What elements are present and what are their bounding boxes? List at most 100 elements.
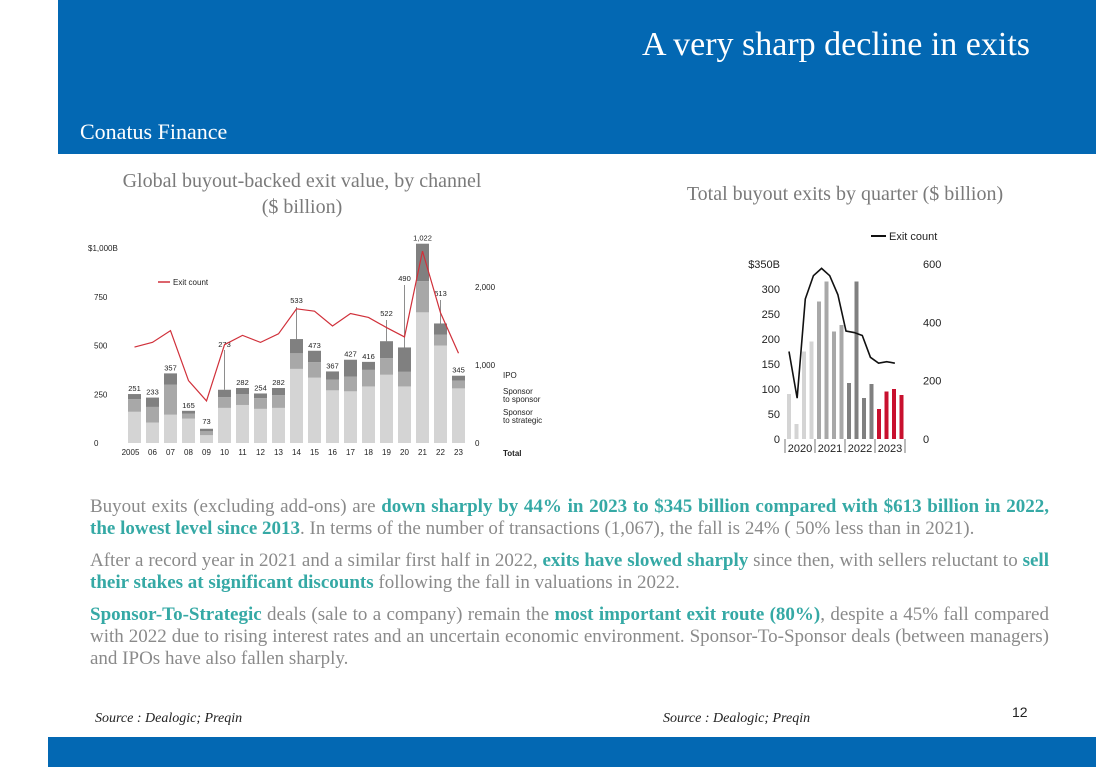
chart1-bar-segment	[200, 431, 213, 436]
chart1-bar-segment	[362, 361, 375, 370]
chart1-bar-segment	[128, 394, 141, 400]
chart1-total-label: 282	[236, 378, 249, 387]
chart1-bar-segment	[182, 410, 195, 414]
footer-banner	[48, 737, 1096, 767]
chart1-bar-segment	[380, 341, 393, 359]
paragraph-2: After a record year in 2021 and a simila…	[90, 550, 1049, 594]
p2-text-end: following the fall in valuations in 2022…	[373, 572, 680, 593]
chart1-bar-segment	[398, 347, 411, 372]
quarterly-exits-chart: 0 50 100 150 200 250 300 $350B 0 200 400 600 2020 202…	[748, 231, 941, 455]
chart1-bar-segment	[182, 413, 195, 419]
chart1-xtick: 22	[436, 448, 445, 457]
chart1-bar-segment	[416, 243, 429, 282]
chart1-bar-segment	[416, 312, 429, 443]
chart1-legend-line-label: Exit count	[173, 278, 209, 287]
source-left: Source : Dealogic; Preqin	[95, 711, 243, 726]
chart1-bar-segment	[344, 391, 357, 443]
chart2-bar	[862, 398, 866, 439]
p2-text: After a record year in 2021 and a simila…	[90, 550, 543, 571]
chart2-ytick-right: 400	[923, 317, 941, 329]
source-right: Source : Dealogic; Preqin	[663, 711, 811, 726]
chart1-ytick-left: 0	[94, 439, 99, 448]
chart2-bar	[884, 391, 889, 439]
chart1-bar-segment	[362, 369, 375, 387]
chart1-bar-segment	[308, 362, 321, 378]
chart1-xtick: 14	[292, 448, 301, 457]
chart1-bar-segment	[362, 386, 375, 443]
chart1-ytick-left: 750	[94, 293, 108, 302]
p1-highlight: down sharply by 44% in 2023 to $345 bill…	[90, 496, 1049, 539]
chart1-title-line2: ($ billion)	[261, 196, 343, 218]
chart1-total-label: 165	[182, 401, 195, 410]
chart1-title: Global buyout-backed exit value, by chan…	[80, 168, 524, 220]
chart1-ytick-left: 250	[94, 390, 108, 399]
chart2-ytick-left: 300	[762, 284, 780, 296]
chart1-bar-segment	[128, 411, 141, 443]
p3-text: deals (sale to a company) remain the	[261, 604, 555, 625]
chart2-bar	[892, 389, 896, 439]
chart1-bar-segment	[290, 368, 303, 443]
chart1-bar-segment	[452, 380, 465, 389]
chart2-ytick-left: 250	[762, 309, 780, 321]
chart2-year-label: 2023	[878, 443, 902, 455]
exit-value-by-channel-chart: 0250500750$1,000B01,0002,000200525106233…	[88, 234, 542, 458]
chart1-bar-segment	[398, 371, 411, 387]
chart2-ytick-left: $350B	[748, 259, 780, 271]
chart1-bar-segment	[272, 407, 285, 443]
chart2-bar	[854, 281, 859, 439]
chart1-bar-segment	[416, 281, 429, 313]
p2-highlight-1: exits have slowed sharply	[542, 550, 749, 571]
p2-text-mid: since then, with sellers reluctant to	[748, 550, 1023, 571]
chart1-bar-segment	[164, 373, 177, 385]
chart1-total-label: 233	[146, 388, 159, 397]
chart2-bar	[877, 409, 881, 439]
chart1-series-label: to sponsor	[503, 395, 541, 404]
p3-highlight-1: Sponsor-To-Strategic	[90, 604, 262, 625]
chart1-total-label: 254	[254, 383, 267, 392]
chart1-ytick-left: $1,000B	[88, 244, 118, 253]
chart1-ytick-left: 500	[94, 342, 108, 351]
chart1-bar-segment	[272, 395, 285, 408]
chart1-title-line1: Global buyout-backed exit value, by chan…	[122, 170, 482, 192]
chart1-xtick: 13	[274, 448, 283, 457]
body-text: Buyout exits (excluding add-ons) are dow…	[90, 496, 1049, 680]
chart1-bar-segment	[380, 374, 393, 443]
chart1-total-label: 1,022	[413, 234, 432, 243]
paragraph-1: Buyout exits (excluding add-ons) are dow…	[90, 496, 1049, 540]
chart2-ytick-right: 0	[923, 434, 929, 446]
p1-text: Buyout exits (excluding add-ons) are	[90, 496, 382, 517]
chart1-total-label: 473	[308, 341, 321, 350]
chart1-total-label: 427	[344, 350, 357, 359]
chart1-bar-segment	[290, 353, 303, 369]
brand-name: Conatus Finance	[80, 119, 228, 144]
p1-text-end: . In terms of the number of transactions…	[300, 518, 975, 539]
chart1-ytick-right: 0	[475, 439, 480, 448]
slide-title: A very sharp decline in exits	[641, 26, 1030, 63]
chart1-total-label: 613	[434, 289, 447, 298]
chart2-year-label: 2020	[788, 443, 812, 455]
chart2-bar	[817, 301, 821, 439]
chart1-ytick-right: 2,000	[475, 283, 496, 292]
chart1-bar-segment	[182, 418, 195, 443]
chart1-total-label: 73	[202, 417, 210, 426]
chart1-bar-segment	[236, 404, 249, 443]
chart1-bar-segment	[236, 394, 249, 405]
chart1-bar-segment	[236, 388, 249, 395]
chart2-bar	[802, 351, 806, 439]
chart1-bar-segment	[434, 323, 447, 335]
paragraph-3: Sponsor-To-Strategic deals (sale to a co…	[90, 604, 1049, 670]
chart1-total-label: 490	[398, 274, 411, 283]
chart2-ytick-right: 200	[923, 376, 941, 388]
chart2-bar	[824, 281, 829, 439]
chart2-ytick-left: 0	[774, 434, 780, 446]
chart1-bar-segment	[146, 397, 159, 407]
chart1-series-label: to strategic	[503, 416, 542, 425]
chart2-ytick-right: 600	[923, 259, 941, 271]
chart2-year-label: 2021	[818, 443, 842, 455]
chart2-bar	[847, 383, 851, 439]
chart1-bar-segment	[380, 358, 393, 375]
chart1-bar-segment	[200, 435, 213, 443]
chart1-xtick: 08	[184, 448, 193, 457]
chart1-bar-segment	[452, 388, 465, 443]
chart1-bar-segment	[254, 398, 267, 409]
